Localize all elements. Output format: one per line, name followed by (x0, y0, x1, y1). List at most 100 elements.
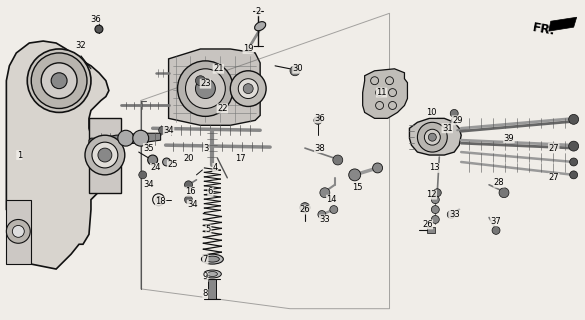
Text: 1: 1 (17, 150, 22, 160)
Circle shape (418, 122, 448, 152)
Circle shape (139, 171, 147, 179)
Text: 14: 14 (326, 195, 337, 204)
Circle shape (499, 188, 509, 198)
Circle shape (184, 196, 192, 204)
Text: 2: 2 (256, 7, 261, 16)
Text: 32: 32 (75, 42, 87, 51)
Bar (428, 228, 435, 233)
Circle shape (41, 63, 77, 99)
Text: 30: 30 (292, 64, 303, 73)
Circle shape (433, 189, 441, 197)
Text: 11: 11 (376, 88, 387, 97)
Circle shape (95, 25, 103, 33)
Ellipse shape (208, 272, 218, 276)
Text: 26: 26 (422, 220, 433, 229)
Circle shape (431, 215, 439, 223)
Circle shape (431, 206, 439, 213)
Text: FR.: FR. (531, 21, 556, 37)
Circle shape (133, 130, 149, 146)
Circle shape (428, 133, 436, 141)
Circle shape (92, 142, 118, 168)
Ellipse shape (254, 22, 266, 31)
Polygon shape (168, 49, 260, 125)
Circle shape (156, 197, 161, 203)
Circle shape (31, 53, 87, 108)
Ellipse shape (205, 256, 219, 262)
Circle shape (320, 188, 330, 198)
Circle shape (318, 211, 326, 219)
Text: 4: 4 (213, 164, 218, 172)
Circle shape (492, 227, 500, 234)
Circle shape (159, 126, 167, 134)
Text: 25: 25 (167, 160, 178, 170)
Text: 19: 19 (243, 44, 253, 53)
Text: 38: 38 (315, 144, 325, 153)
Text: 27: 27 (549, 144, 559, 153)
Text: 9: 9 (203, 272, 208, 282)
Text: 39: 39 (504, 134, 514, 143)
Circle shape (569, 141, 579, 151)
Text: 10: 10 (426, 108, 436, 117)
Text: 17: 17 (235, 154, 246, 163)
Text: 37: 37 (491, 217, 501, 226)
Circle shape (290, 66, 300, 76)
Text: 6: 6 (208, 187, 213, 196)
Text: 21: 21 (213, 64, 223, 73)
Text: 28: 28 (494, 178, 504, 187)
Bar (208, 279, 216, 299)
Text: 18: 18 (155, 197, 166, 206)
Text: 35: 35 (143, 144, 154, 153)
Circle shape (98, 148, 112, 162)
Polygon shape (410, 118, 461, 155)
Circle shape (450, 109, 458, 117)
Text: 34: 34 (143, 180, 154, 189)
Circle shape (424, 129, 441, 145)
Ellipse shape (204, 270, 221, 278)
Text: 34: 34 (163, 126, 174, 135)
Text: 15: 15 (352, 183, 363, 192)
Circle shape (333, 155, 343, 165)
Circle shape (570, 171, 577, 179)
Circle shape (51, 73, 67, 89)
Circle shape (178, 61, 233, 116)
Circle shape (570, 158, 577, 166)
Ellipse shape (201, 254, 223, 264)
Circle shape (569, 114, 579, 124)
Bar (89, 118, 121, 193)
Polygon shape (89, 133, 161, 148)
Circle shape (230, 71, 266, 107)
Circle shape (195, 79, 215, 99)
Text: 22: 22 (217, 104, 228, 113)
Text: 24: 24 (150, 164, 161, 172)
Text: 20: 20 (183, 154, 194, 163)
Circle shape (349, 169, 361, 181)
Circle shape (300, 203, 310, 212)
Text: 27: 27 (549, 173, 559, 182)
Circle shape (195, 76, 205, 86)
Text: 13: 13 (429, 164, 440, 172)
Circle shape (85, 135, 125, 175)
Polygon shape (6, 41, 116, 269)
Polygon shape (549, 17, 577, 31)
Circle shape (373, 163, 383, 173)
Text: 33: 33 (449, 210, 460, 219)
Text: 31: 31 (442, 124, 453, 133)
Text: 33: 33 (319, 215, 330, 224)
Text: 5: 5 (206, 225, 211, 234)
Text: 34: 34 (187, 200, 198, 209)
Circle shape (314, 116, 322, 124)
Text: 16: 16 (185, 187, 196, 196)
Circle shape (118, 130, 134, 146)
Circle shape (6, 220, 30, 243)
Circle shape (147, 155, 157, 165)
Circle shape (243, 84, 253, 93)
Polygon shape (363, 69, 407, 118)
Circle shape (330, 206, 338, 213)
Circle shape (238, 79, 258, 99)
Bar (6, 200, 31, 264)
Text: 8: 8 (203, 289, 208, 298)
Circle shape (184, 181, 192, 189)
Text: 7: 7 (203, 255, 208, 264)
Text: 26: 26 (300, 205, 310, 214)
Text: 12: 12 (426, 190, 436, 199)
